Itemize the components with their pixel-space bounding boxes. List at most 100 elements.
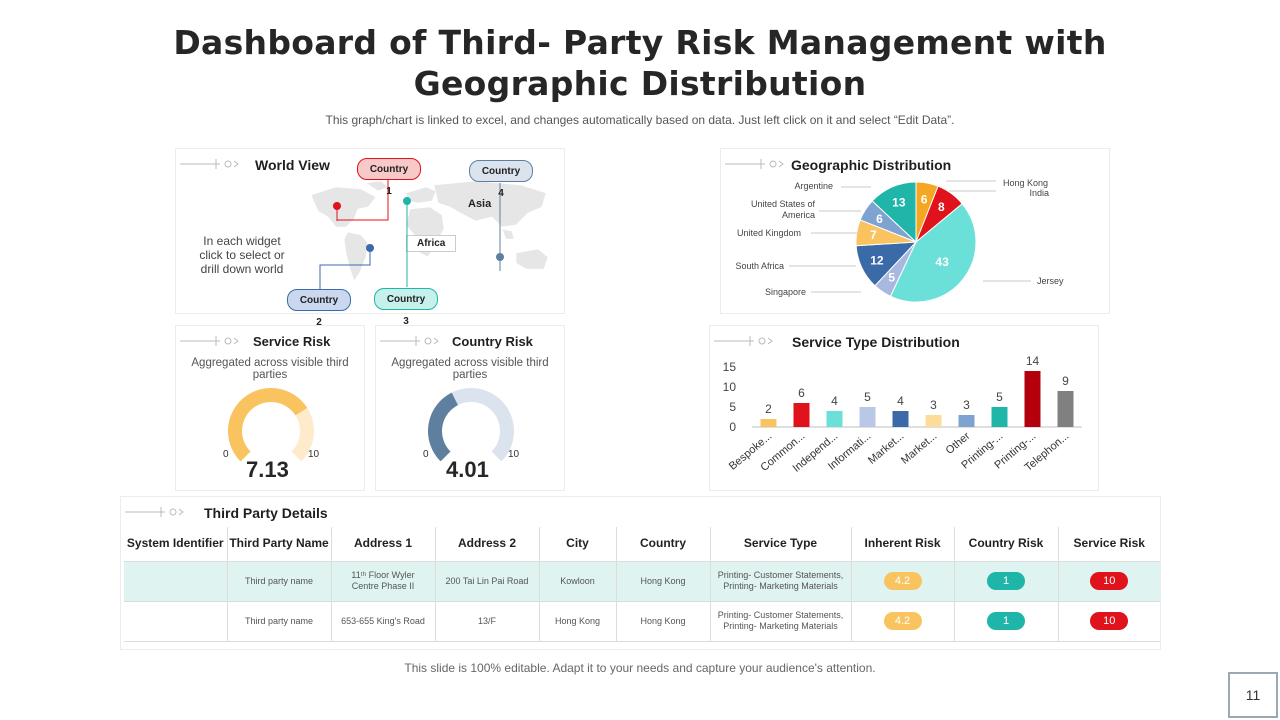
bar-chart[interactable]: 0510152Bespoke...6Common...4Independ...5… [710,326,1100,492]
country-risk-max: 10 [508,449,520,460]
service-type-panel[interactable]: Service Type Distribution 0 5 10 15 2 Bespoke… [709,325,1099,491]
callout-connectors [319,180,504,289]
callout-country3[interactable]: Country 3 [374,288,438,327]
cell-country: Hong Kong [615,561,710,602]
panel-handle-icon [714,336,773,346]
bar-value-label: 4 [831,394,838,408]
callout-country1[interactable]: Country 1 [357,158,421,197]
cell-country-risk: 1 [953,561,1058,602]
cell-service-risk: 10 [1057,561,1160,602]
country-risk-min: 0 [423,449,429,460]
cell-address2: 200 Tai Lin Pai Road [434,561,539,602]
pie-value-label: 6 [876,212,883,226]
page-title: Dashboard of Third- Party Risk Managemen… [173,23,1107,103]
bar[interactable] [826,411,843,427]
pie-value-label: 8 [938,200,945,214]
bar[interactable] [859,407,876,427]
geo-distribution-panel[interactable]: Geographic Distribution 6 8 43 5 12 7 6 13 Hong… [720,148,1110,314]
country-risk-gauge [428,388,514,461]
pie-value-label: 5 [888,271,895,285]
service-type-title: Service Type Distribution [792,334,960,350]
y-tick-label: 0 [729,420,736,434]
bar[interactable] [1024,371,1041,427]
pie-label-hong-kong: Hong Kong [1003,178,1049,188]
bar[interactable] [958,415,975,427]
page-footer: This slide is 100% editable. Adapt it to… [404,661,876,675]
details-table: System Identifier Third Party Name Addre… [124,527,1160,642]
pie-value-label: 12 [870,253,884,267]
pie-label-singapore: Singapore [764,287,806,297]
col-system-identifier[interactable]: System Identifier [124,527,227,562]
country-risk-badge: 1 [987,612,1025,630]
cell-country-risk: 1 [953,601,1058,642]
bar[interactable] [760,419,777,427]
pin-country3-icon [403,197,411,215]
world-view-title: World View [255,157,330,173]
inherent-risk-badge: 4.2 [883,612,922,630]
bar[interactable] [793,403,810,427]
inherent-risk-badge: 4.2 [883,572,922,590]
gauge-fill [228,388,308,461]
panel-handle-icon [180,336,239,346]
x-tick-label: Other [944,430,973,457]
pie-label-south-africa: South Africa [735,261,784,271]
col-service-risk[interactable]: Service Risk [1057,527,1160,562]
table-header-row: System Identifier Third Party Name Addre… [124,527,1160,562]
bar-value-label: 5 [864,390,871,404]
service-risk-title: Service Risk [253,334,331,349]
bar[interactable] [991,407,1008,427]
y-tick-label: 15 [723,360,737,374]
service-risk-max: 10 [308,449,320,460]
callout-country4[interactable]: Country 4 [469,160,533,199]
y-tick-label: 5 [729,400,736,414]
bar-value-label: 14 [1026,354,1040,368]
col-third-party-name[interactable]: Third Party Name [226,527,331,562]
pin-country4-icon [496,253,504,271]
table-row[interactable]: Third party name 653-655 King's Road 13/… [124,601,1160,642]
pie-label-jersey: Jersey [1037,276,1064,286]
details-title: Third Party Details [204,505,328,521]
world-view-panel[interactable]: World View In each widget click to selec… [175,148,565,328]
cell-city: Hong Kong [538,601,616,642]
pie-value-label: 7 [870,228,877,242]
pie-label-india: India [1029,188,1049,198]
bar[interactable] [1057,391,1074,427]
country-risk-panel[interactable]: Country Risk Aggregated across visible t… [375,325,565,491]
callout-country2[interactable]: Country 2 [287,289,351,328]
cell-inherent-risk: 4.2 [850,561,954,602]
bar[interactable] [892,411,909,427]
pie-slice[interactable] [889,203,977,303]
cell-name: Third party name [226,561,331,602]
map-hint: In each widget click to select or drill … [199,234,285,276]
country-risk-badge: 1 [987,572,1025,590]
cell-address1: 653-655 King's Road [330,601,435,642]
pie-value-label: 43 [935,255,949,269]
bar[interactable] [925,415,942,427]
col-city[interactable]: City [538,527,616,562]
cell-address1: 11ᵗʰ Floor Wyler Centre Phase II [330,561,435,602]
cell-system-id [124,561,227,602]
col-service-type[interactable]: Service Type [709,527,851,562]
service-risk-badge: 10 [1090,612,1129,630]
col-address2[interactable]: Address 2 [434,527,539,562]
page-number: 11 [1228,672,1278,718]
region-label-asia: Asia [468,198,492,210]
service-risk-panel[interactable]: Service Risk Aggregated across visible t… [175,325,365,491]
col-country-risk[interactable]: Country Risk [953,527,1058,562]
bar-value-label: 5 [996,390,1003,404]
bar-value-label: 3 [930,398,937,412]
service-risk-value: 7.13 [246,457,289,482]
country-risk-value: 4.01 [446,457,489,482]
col-inherent-risk[interactable]: Inherent Risk [850,527,954,562]
col-address1[interactable]: Address 1 [330,527,435,562]
table-row[interactable]: Third party name 11ᵗʰ Floor Wyler Centre… [124,561,1160,602]
cell-service-type: Printing- Customer Statements, Printing-… [709,561,851,602]
panel-handle-icon [380,336,439,346]
pie-value-label: 13 [892,195,906,209]
col-country[interactable]: Country [615,527,710,562]
bar-value-label: 3 [963,398,970,412]
pie-slice[interactable] [871,181,917,244]
cell-service-type: Printing- Customer Statements, Printing-… [709,601,851,642]
cell-address2: 13/F [434,601,539,642]
